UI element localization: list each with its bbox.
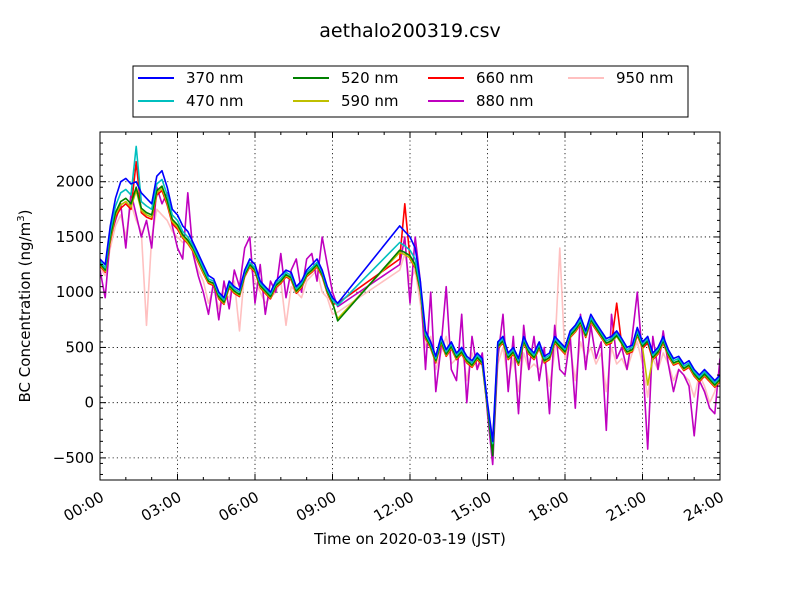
x-tick-label: 00:00 [61,488,107,525]
legend-items: 370 nm 470 nm 520 nm 590 nm 660 nm 880 nm 950 … [138,69,674,110]
y-axis-title-superscript: 3 [16,215,27,221]
legend: 370 nm 470 nm 520 nm 590 nm 660 nm 880 nm 950 … [132,65,689,118]
x-tick-label: 06:00 [216,488,262,525]
plot-background [100,132,720,480]
legend-label: 660 nm [476,69,534,87]
x-tick-labels: 00:00 03:00 06:00 09:00 12:00 15:00 18:00 21:00… [61,488,727,525]
series-line-370-nm [100,169,720,443]
x-tick-label: 09:00 [293,488,339,525]
legend-label: 470 nm [186,92,244,110]
axis-ticks [99,132,721,480]
y-axis-title-close: ) [16,210,34,216]
legend-label: 880 nm [476,92,534,110]
x-tick-label: 03:00 [138,488,184,525]
y-axis-title-main: BC Concentration (ng/m [16,222,34,403]
y-tick-label: 0 [84,394,94,412]
legend-label: 370 nm [186,69,244,87]
plot-area [99,131,721,481]
y-tick-label: −500 [53,449,94,467]
chart-title: aethalo200319.csv [319,20,501,42]
series-layer [100,145,720,466]
y-tick-labels: −500 0 500 1000 1500 2000 [53,173,94,467]
y-tick-label: 2000 [56,173,94,191]
y-axis-title: BC Concentration (ng/m3) [16,210,34,403]
x-axis-title: Time on 2020-03-19 (JST) [313,530,506,548]
legend-label: 590 nm [341,92,399,110]
x-tick-label: 24:00 [681,488,727,525]
legend-label: 520 nm [341,69,399,87]
x-tick-label: 21:00 [603,488,649,525]
y-tick-label: 500 [65,338,94,356]
grid [100,132,720,480]
legend-label: 950 nm [616,69,674,87]
x-tick-label: 15:00 [448,488,494,525]
legend-frame [132,65,689,118]
x-tick-label: 18:00 [526,488,572,525]
y-tick-label: 1500 [56,228,94,246]
series-line-880-nm [100,186,720,466]
y-tick-label: 1000 [56,283,94,301]
x-tick-label: 12:00 [371,488,417,525]
